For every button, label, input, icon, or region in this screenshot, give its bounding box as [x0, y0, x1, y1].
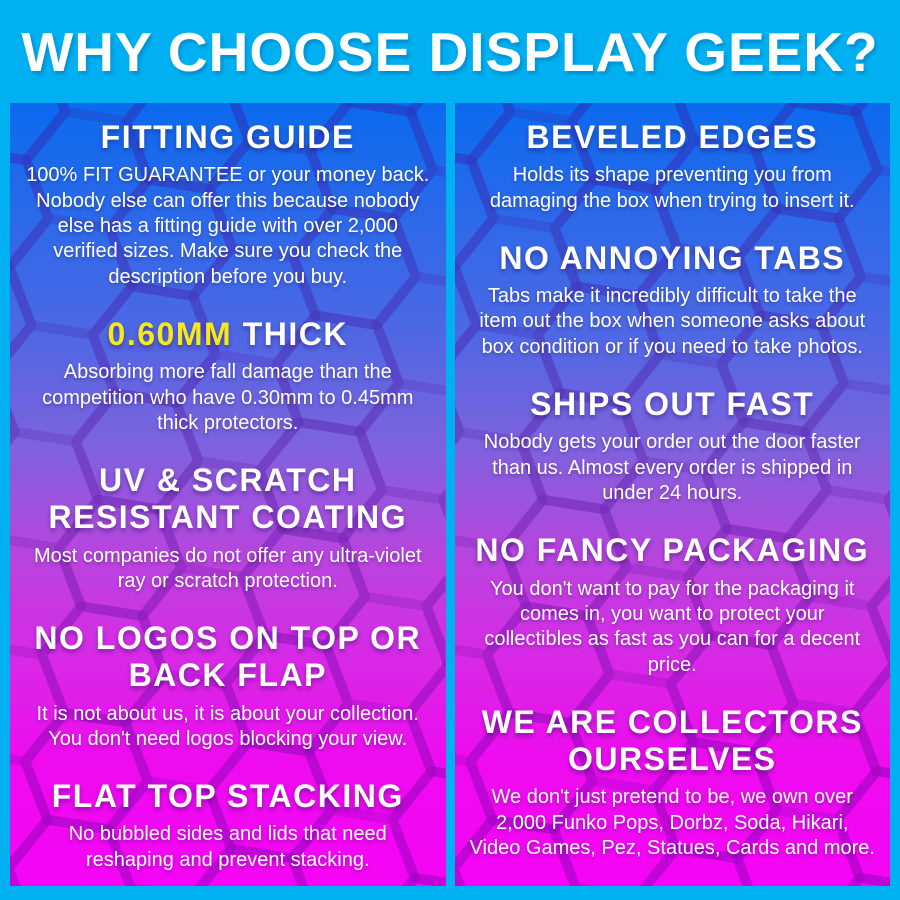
section-body: You don't want to pay for the packaging … [484, 577, 861, 676]
section-body: We don't just pretend to be, we own over… [469, 786, 875, 860]
section-heading: WE ARE COLLECTORS OURSELVES [481, 704, 863, 778]
page-title: WHY CHOOSE DISPLAY GEEK? [21, 20, 879, 83]
hexagon-pattern-background [454, 103, 890, 886]
section-no-annoying-tabs: NO ANNOYING TABS Tabs make it incredibly… [465, 240, 881, 360]
section-heading: FITTING GUIDE [100, 119, 355, 155]
section-thickness: 0.60MM THICK Absorbing more fall damage t… [20, 316, 436, 436]
section-beveled-edges: BEVELED EDGES Holds its shape preventing… [465, 119, 881, 214]
section-no-logos: NO LOGOS ON TOP OR BACK FLAP It is not a… [20, 620, 436, 752]
thickness-value-highlight: 0.60MM [107, 316, 233, 353]
header-banner: WHY CHOOSE DISPLAY GEEK? [0, 0, 900, 103]
section-ships-out-fast: SHIPS OUT FAST Nobody gets your order ou… [465, 386, 881, 506]
section-body: No bubbled sides and lids that need resh… [68, 823, 387, 871]
section-flat-top-stacking: FLAT TOP STACKING No bubbled sides and l… [20, 778, 436, 873]
section-body: Absorbing more fall damage than the comp… [42, 361, 414, 434]
section-uv-scratch-coating: UV & SCRATCH RESISTANT COATING Most comp… [20, 462, 436, 594]
feature-columns: FITTING GUIDE 100% FIT GUARANTEE or your… [0, 103, 900, 900]
section-heading: 0.60MM THICK [20, 316, 436, 353]
left-column: FITTING GUIDE 100% FIT GUARANTEE or your… [10, 103, 446, 886]
section-heading: NO ANNOYING TABS [499, 239, 846, 276]
section-body: Most companies do not offer any ultra-vi… [33, 544, 422, 592]
section-no-fancy-packaging: NO FANCY PACKAGING You don't want to pay… [465, 532, 881, 678]
right-column: BEVELED EDGES Holds its shape preventing… [454, 103, 891, 886]
hexagon-pattern-background [10, 103, 446, 886]
section-fitting-guide: FITTING GUIDE 100% FIT GUARANTEE or your… [20, 119, 436, 290]
section-we-are-collectors: WE ARE COLLECTORS OURSELVES We don't jus… [465, 704, 881, 861]
section-body: Holds its shape preventing you from dama… [489, 164, 855, 212]
section-heading: SHIPS OUT FAST [530, 386, 815, 423]
section-heading: NO FANCY PACKAGING [475, 532, 870, 569]
left-column-content: FITTING GUIDE 100% FIT GUARANTEE or your… [10, 103, 446, 886]
section-heading: NO LOGOS ON TOP OR BACK FLAP [34, 620, 422, 694]
section-body: 100% FIT GUARANTEE or your money back. N… [26, 164, 430, 288]
section-body: It is not about us, it is about your col… [36, 702, 419, 750]
section-body: Tabs make it incredibly difficult to tak… [479, 285, 866, 358]
thickness-heading-rest: THICK [242, 316, 348, 353]
right-column-content: BEVELED EDGES Holds its shape preventing… [455, 103, 891, 886]
section-heading: FLAT TOP STACKING [51, 778, 404, 815]
section-heading: BEVELED EDGES [526, 119, 819, 155]
section-heading: UV & SCRATCH RESISTANT COATING [48, 462, 408, 536]
section-body: Nobody gets your order out the door fast… [483, 431, 861, 505]
